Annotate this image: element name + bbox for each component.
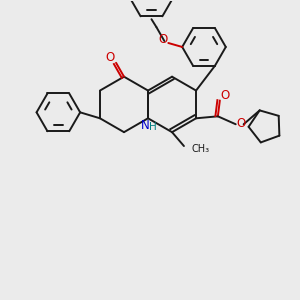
Text: N: N <box>141 119 149 132</box>
Text: H: H <box>149 122 157 132</box>
Text: O: O <box>159 32 168 46</box>
Text: CH₃: CH₃ <box>192 144 210 154</box>
Text: O: O <box>220 89 230 102</box>
Text: O: O <box>236 117 245 130</box>
Text: O: O <box>106 51 115 64</box>
